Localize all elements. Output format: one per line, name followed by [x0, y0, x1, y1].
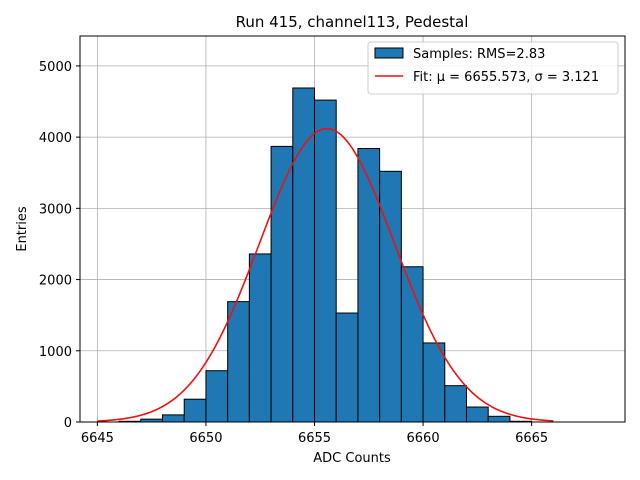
histogram-bar — [444, 385, 467, 423]
y-axis-ticks: 0 1000 2000 3000 4000 5000 — [39, 60, 80, 431]
chart-title: Run 415, channel113, Pedestal — [236, 13, 469, 31]
histogram-bar — [205, 370, 229, 423]
legend-histogram-label: Samples: RMS=2.83 — [413, 47, 545, 62]
legend-box — [367, 41, 619, 95]
histogram-bar — [357, 148, 381, 423]
y-axis-label: Entries — [15, 206, 30, 252]
x-tick-label: 6645 — [81, 431, 114, 446]
histogram-bar — [422, 342, 446, 423]
legend-fit-label: Fit: μ = 6655.573, σ = 3.121 — [413, 70, 599, 85]
histogram-bar — [465, 406, 489, 423]
x-tick-label: 6650 — [189, 431, 222, 446]
y-tick-label: 1000 — [39, 345, 72, 360]
histogram-bar — [162, 414, 185, 423]
y-tick-label: 4000 — [39, 131, 72, 146]
histogram-bar — [487, 415, 511, 423]
histogram-bar — [292, 87, 316, 423]
plot-frame — [79, 35, 626, 423]
y-tick-label: 2000 — [39, 274, 72, 289]
histogram-bar — [227, 301, 250, 423]
legend-histogram-swatch — [374, 47, 404, 59]
y-tick-label: 0 — [64, 416, 72, 431]
histogram-bar — [248, 253, 272, 423]
y-tick-label: 3000 — [39, 202, 72, 217]
histogram-bar — [183, 398, 207, 423]
x-axis-label: ADC Counts — [313, 451, 391, 466]
y-tick-label: 5000 — [39, 60, 72, 75]
x-tick-label: 6655 — [298, 431, 331, 446]
histogram-bars — [118, 87, 533, 423]
histogram-bar — [379, 170, 402, 423]
x-tick-label: 6660 — [407, 431, 440, 446]
x-axis-ticks: 6645 6650 6655 6660 6665 — [81, 422, 548, 446]
x-tick-label: 6665 — [515, 431, 548, 446]
histogram-bar — [335, 312, 359, 423]
histogram-bar — [314, 99, 337, 423]
legend: Samples: RMS=2.83 Fit: μ = 6655.573, σ =… — [367, 41, 619, 95]
fit-curve — [97, 127, 554, 422]
